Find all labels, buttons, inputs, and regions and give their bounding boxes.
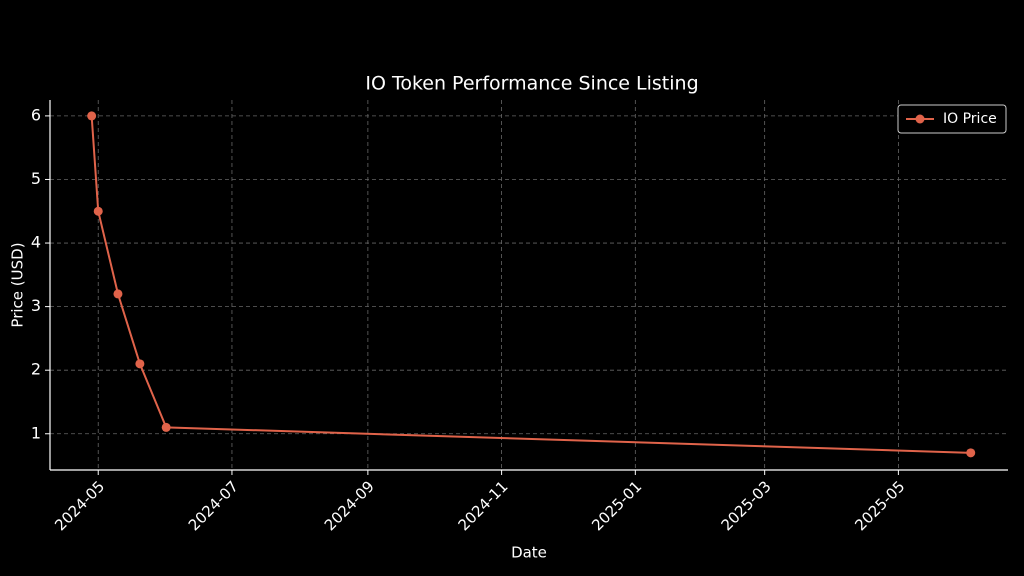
price-marker bbox=[135, 359, 145, 369]
price-marker bbox=[93, 206, 103, 216]
x-tick-label: 2024-07 bbox=[185, 477, 242, 534]
price-marker bbox=[161, 422, 171, 432]
x-axis-label: Date bbox=[511, 544, 547, 562]
x-tick-label: 2025-01 bbox=[588, 477, 645, 534]
y-tick-label: 3 bbox=[31, 296, 41, 315]
y-tick-label: 1 bbox=[31, 423, 41, 442]
y-axis-label: Price (USD) bbox=[9, 242, 27, 327]
price-marker bbox=[966, 448, 976, 458]
legend-marker bbox=[915, 114, 925, 124]
legend-box bbox=[897, 104, 1007, 134]
legend-label: IO Price bbox=[943, 111, 997, 127]
x-tick-label: 2024-11 bbox=[455, 477, 512, 534]
x-tick-label: 2025-05 bbox=[851, 477, 908, 534]
x-tick-label: 2025-03 bbox=[718, 477, 775, 534]
price-marker bbox=[113, 289, 123, 299]
x-tick-label: 2024-09 bbox=[321, 477, 378, 534]
y-tick-label: 4 bbox=[31, 233, 41, 252]
y-tick-label: 6 bbox=[31, 105, 41, 124]
chart-title: IO Token Performance Since Listing bbox=[365, 73, 698, 95]
price-line bbox=[90, 115, 971, 454]
y-tick-label: 5 bbox=[31, 169, 41, 188]
price-marker bbox=[87, 111, 97, 121]
x-tick-label: 2024-05 bbox=[51, 477, 108, 534]
legend: IO Price bbox=[897, 104, 1007, 134]
y-tick-label: 2 bbox=[31, 360, 41, 379]
